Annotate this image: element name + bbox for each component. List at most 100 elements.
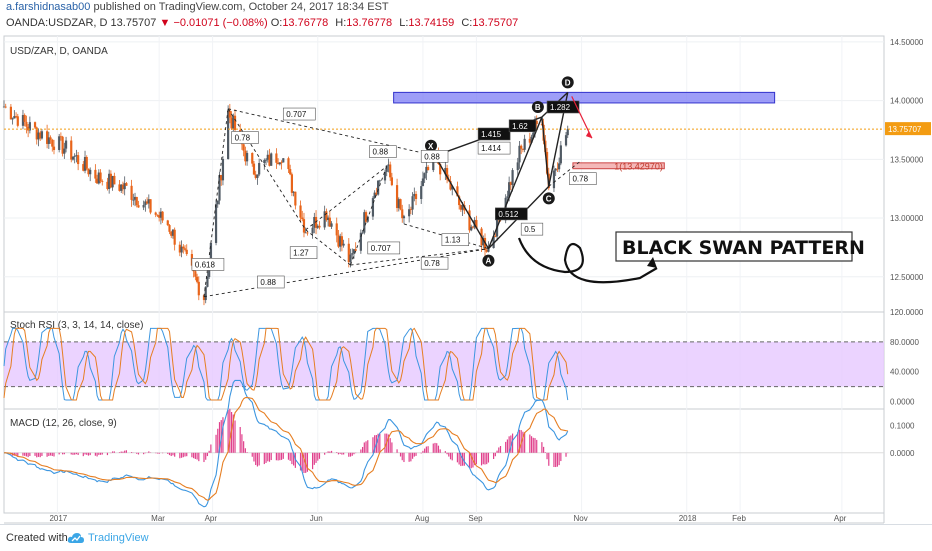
time-tick-label: Feb [732,514,746,523]
candle-body [233,115,237,130]
candle-body [339,236,342,247]
candle-body [335,223,338,236]
candle-body [206,276,209,287]
candle-body [194,271,197,277]
candle-body [511,170,514,185]
low-label: L: [399,17,409,29]
candle-body [294,191,297,206]
macd-line [3,379,569,508]
candle-body [399,199,402,210]
macd-pane[interactable] [3,408,885,514]
stoch-rsi-title: Stoch RSI (3, 3, 14, 14, close) [10,320,143,331]
candle-body [13,116,16,119]
candle-body [245,152,249,162]
pattern-point-b [531,101,544,114]
candle-body [485,249,488,252]
candle-body [75,155,78,156]
high-label: H: [335,17,347,29]
candle-body [133,196,137,200]
candle-body [97,172,100,184]
candle-body [552,170,556,189]
candle-body [216,200,219,205]
candle-body [449,181,452,190]
candle-body [337,235,340,247]
candle-body [11,118,14,120]
ratio-label-box [191,258,225,271]
time-tick-label: Sep [468,514,483,523]
candle-body [371,198,375,217]
last-price: 13.75707 [110,17,157,29]
candle-body [521,148,525,150]
price-tick-label: 14.00000 [890,97,924,106]
ratio-label-box [369,145,397,158]
candle-body [268,154,271,166]
candle-body [168,225,171,232]
candle-body [306,232,309,234]
macd-title: MACD (12, 26, close, 9) [10,418,117,429]
candle-body [327,217,330,220]
candle-body [147,199,150,204]
candle-body [299,205,302,218]
pattern-point-a [482,254,495,267]
author-link[interactable]: a.farshidnasab00 [6,1,91,13]
tradingview-brand-link[interactable]: TradingView [88,532,149,544]
ratio-label-box [289,246,318,259]
macd-tick-label: 0.1000 [890,421,915,430]
pattern-point-label: B [535,103,541,112]
candle-body [280,162,283,164]
candle-body [218,175,221,201]
candle-body [35,127,38,140]
candle-body [46,131,49,144]
candle-body [277,162,280,165]
candle-body [270,153,273,166]
high-value: 13.76778 [346,17,393,29]
candle-body [264,159,268,161]
candle-body [311,227,314,234]
candle-body [51,139,54,147]
candle-body [313,216,316,228]
candle-body [316,225,319,228]
time-tick-label: Mar [151,514,165,523]
candle-body [85,156,88,169]
candle-body [461,204,464,210]
time-tick-label: Aug [415,514,429,523]
ratio-label: 0.88 [372,148,388,157]
candle-body [158,215,161,218]
candle-body [409,209,412,211]
candle-body [364,212,368,222]
last-price-tag-label: 13.75707 [888,125,922,134]
zone-target[interactable] [572,162,665,170]
candle-body [180,246,183,253]
projection-arrowhead [585,131,592,139]
candle-body [82,164,85,171]
pattern-annotation: BLACK SWAN PATTERN [622,237,865,259]
candle-body [425,166,428,174]
ratio-label: 0.78 [572,175,588,184]
projection-arrow [571,96,593,139]
candle-body [254,174,257,178]
pattern-leg-xa [434,155,490,249]
candle-body [9,106,12,120]
candle-body [70,140,73,160]
open-value: 13.76778 [282,17,329,29]
candle-body [166,220,169,226]
candle-body [340,236,344,246]
ratio-label: 0.707 [286,110,307,119]
candle-body [37,132,40,140]
zone-prz[interactable] [393,91,776,104]
candle-body [278,162,281,165]
candle-body [395,185,399,209]
price-tick-label: 14.50000 [890,38,924,47]
candle-body [554,168,557,171]
candle-body [470,226,473,231]
candle-body [2,106,6,108]
price-pane[interactable] [3,35,885,313]
candle-body [61,136,64,154]
candle-body [49,137,52,140]
candle-body [402,216,406,219]
candle-body [142,205,145,208]
candle-body [509,182,512,185]
candle-body [492,236,495,249]
candle-body [413,193,416,197]
